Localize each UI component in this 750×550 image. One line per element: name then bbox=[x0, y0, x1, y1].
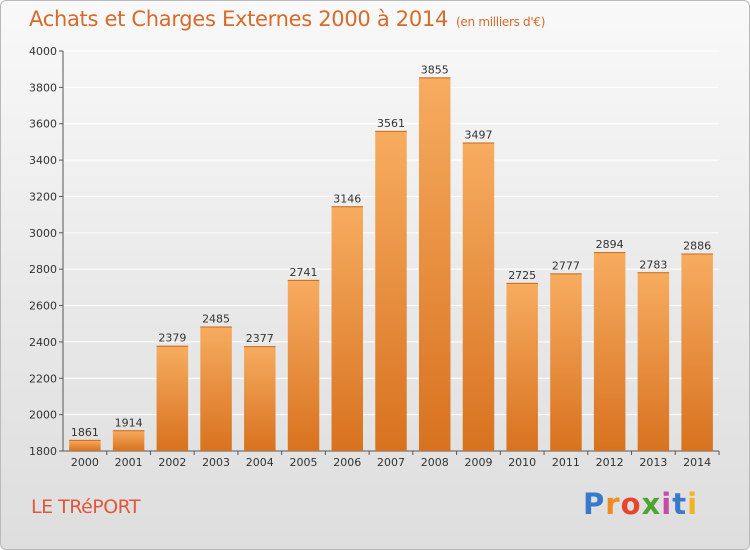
x-tick-label: 2002 bbox=[158, 456, 186, 469]
y-tick-label: 3000 bbox=[29, 227, 57, 240]
chart-title-text: Achats et Charges Externes 2000 à 2014 bbox=[29, 7, 449, 31]
bar bbox=[69, 439, 101, 451]
bar bbox=[506, 282, 538, 451]
bar-value-label: 1861 bbox=[71, 426, 99, 439]
bar bbox=[637, 272, 670, 451]
bar-value-label: 2485 bbox=[202, 312, 230, 325]
brand-letter: t bbox=[672, 487, 688, 521]
x-tick-label: 2003 bbox=[202, 456, 230, 469]
x-tick-label: 2014 bbox=[683, 456, 711, 469]
proxiti-logo: Proxiti bbox=[583, 487, 698, 521]
chart-unit-label: (en milliers d'€) bbox=[456, 15, 546, 29]
x-tick-label: 2013 bbox=[639, 456, 667, 469]
x-tick-label: 2001 bbox=[115, 456, 143, 469]
bar-value-label: 2741 bbox=[290, 266, 318, 279]
y-tick-label: 4000 bbox=[29, 45, 57, 58]
bar-value-label: 3855 bbox=[421, 63, 449, 76]
city-name: LE TRéPORT bbox=[31, 496, 141, 518]
bar bbox=[681, 253, 713, 451]
x-tick-label: 2008 bbox=[421, 456, 449, 469]
x-tick-label: 2007 bbox=[377, 456, 405, 469]
labels: 1861 1914 2379 2485 2377 2741 3146 3561 3855 3497… bbox=[71, 63, 711, 439]
x-tick-label: 2006 bbox=[333, 456, 361, 469]
chart-title: Achats et Charges Externes 2000 à 2014 (e… bbox=[29, 7, 545, 31]
y-tick-label: 2400 bbox=[29, 336, 57, 349]
bar-value-label: 2725 bbox=[508, 269, 536, 282]
x-tick-label: 2000 bbox=[71, 456, 99, 469]
bar bbox=[156, 345, 189, 451]
y-tick-label: 3800 bbox=[29, 81, 57, 94]
x-tick-label: 2004 bbox=[246, 456, 274, 469]
y-tick-label: 3200 bbox=[29, 190, 57, 203]
y-tick-label: 3400 bbox=[29, 154, 57, 167]
bar bbox=[331, 206, 364, 451]
bar bbox=[244, 346, 276, 451]
axes: 1800 2000 2200 2400 2600 2800 3000 3200 3400 3600… bbox=[29, 45, 720, 469]
brand-letter: r bbox=[605, 487, 621, 521]
bar-value-label: 2777 bbox=[552, 259, 580, 272]
y-tick-label: 2200 bbox=[29, 372, 57, 385]
bar-value-label: 2783 bbox=[639, 258, 667, 271]
brand-letter: x bbox=[641, 487, 662, 521]
y-tick-label: 1800 bbox=[29, 445, 57, 458]
brand-letter: i bbox=[687, 487, 699, 521]
bar bbox=[550, 273, 582, 451]
bar-value-label: 3561 bbox=[377, 117, 405, 130]
y-tick-label: 3600 bbox=[29, 118, 57, 131]
x-tick-label: 2012 bbox=[596, 456, 624, 469]
bar-value-label: 2894 bbox=[596, 238, 624, 251]
y-tick-label: 2800 bbox=[29, 263, 57, 276]
bar bbox=[112, 430, 145, 451]
bar-value-label: 2377 bbox=[246, 332, 274, 345]
x-tick-label: 2009 bbox=[464, 456, 492, 469]
x-tick-label: 2011 bbox=[552, 456, 580, 469]
bar-value-label: 2379 bbox=[158, 332, 186, 345]
bar bbox=[287, 279, 320, 451]
brand-letter: o bbox=[620, 487, 642, 521]
brand-letter: P bbox=[583, 487, 606, 521]
x-tick-label: 2005 bbox=[290, 456, 318, 469]
bar-value-label: 2886 bbox=[683, 240, 711, 253]
y-tick-label: 2000 bbox=[29, 409, 57, 422]
bars bbox=[69, 77, 713, 452]
bar-value-label: 3146 bbox=[333, 192, 361, 205]
brand-letter: i bbox=[661, 487, 673, 521]
bar-value-label: 3497 bbox=[464, 128, 492, 141]
y-tick-label: 2600 bbox=[29, 300, 57, 313]
bar bbox=[593, 252, 626, 451]
x-tick-label: 2010 bbox=[508, 456, 536, 469]
bar bbox=[418, 77, 451, 451]
bar bbox=[200, 326, 232, 451]
bar bbox=[375, 130, 407, 451]
bar-value-label: 1914 bbox=[115, 416, 143, 429]
bar bbox=[462, 142, 495, 452]
